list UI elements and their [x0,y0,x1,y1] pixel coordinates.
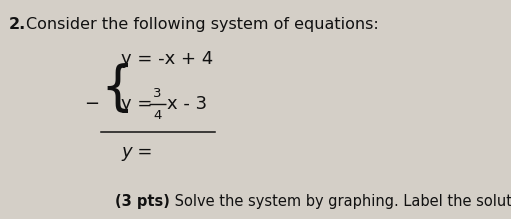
Text: Solve the system by graphing. Label the solution.: Solve the system by graphing. Label the … [170,194,511,209]
Text: (3 pts): (3 pts) [115,194,170,209]
Text: 3: 3 [153,87,161,100]
Text: Consider the following system of equations:: Consider the following system of equatio… [26,16,379,32]
Text: 4: 4 [153,109,161,122]
Text: y = -x + 4: y = -x + 4 [121,50,213,68]
Text: y =: y = [121,95,158,113]
Text: −: − [84,95,99,113]
Text: y =: y = [121,143,153,161]
Text: x - 3: x - 3 [167,95,207,113]
Text: 2.: 2. [9,16,26,32]
Text: {: { [101,63,134,115]
